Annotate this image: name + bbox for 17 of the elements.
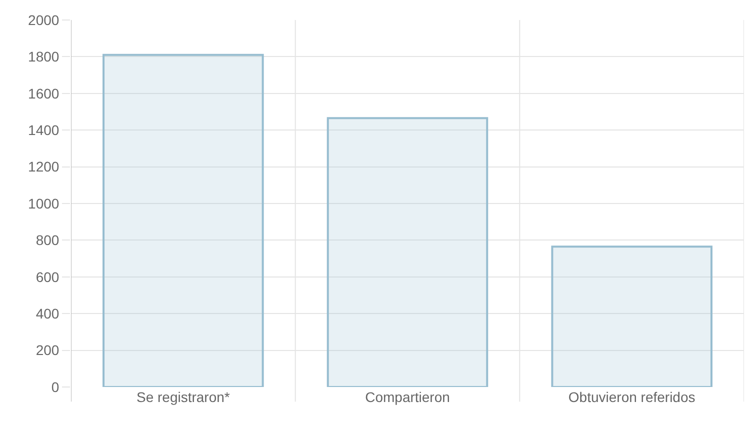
bar	[551, 246, 712, 387]
y-tick-label: 200	[36, 342, 60, 358]
y-tick-label: 2000	[28, 12, 60, 28]
y-tick-label: 600	[36, 268, 60, 285]
x-tick-label: Compartieron	[365, 389, 450, 405]
x-tick-label: Se registraron*	[136, 389, 230, 405]
bar	[102, 54, 264, 387]
bar	[326, 117, 488, 387]
y-tick-label: 0	[51, 378, 60, 395]
y-tick-label: 1000	[28, 195, 60, 212]
y-tick-label: 400	[36, 306, 60, 322]
y-tick-label: 1200	[28, 158, 60, 175]
x-tick-label: Obtuvieron referidos	[568, 389, 696, 405]
y-tick-label: 1600	[28, 85, 60, 102]
y-tick-label: 1800	[28, 48, 60, 65]
y-tick-label: 1400	[28, 122, 60, 138]
y-tick-label: 800	[36, 232, 60, 248]
